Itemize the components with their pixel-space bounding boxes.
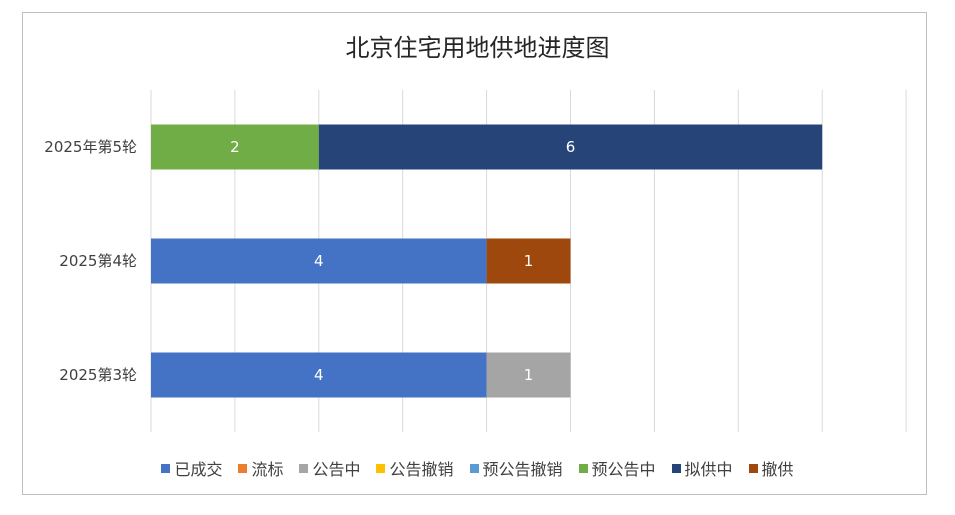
category-label: 2025第4轮 [59,252,137,270]
bar-segment [151,124,319,170]
bar-segment [318,124,823,170]
legend-label: 公告中 [312,460,361,479]
legend-swatch [238,463,248,473]
bar-segment [486,352,571,398]
legend-swatch [671,463,681,473]
legend-item: 公告撤销 [376,456,454,480]
legend-swatch [469,463,479,473]
legend-item: 拟供中 [671,456,733,480]
chart-title: 北京住宅用地供地进度图 [345,34,610,62]
category-label: 2025第3轮 [59,366,137,384]
data-label: 6 [566,138,576,156]
legend-item: 撤供 [748,456,794,480]
legend-label: 拟供中 [684,460,733,479]
legend-item: 预公告中 [578,456,656,480]
legend-label: 撤供 [761,460,794,479]
bar-segment [151,352,487,398]
legend-item: 已成交 [161,456,222,480]
legend-label: 已成交 [174,460,223,479]
chart-legend: 已成交 流标 公告中 公告撤销 预公告撤销 预公告中 拟供中 撤供 [0,456,955,480]
legend-label: 预公告撤销 [482,460,563,479]
legend-swatch [161,463,171,473]
category-label: 2025年第5轮 [44,138,137,156]
bar-segment [151,238,487,284]
data-label: 2 [230,138,240,156]
data-label: 1 [524,366,534,384]
legend-swatch [376,463,386,473]
legend-label: 流标 [251,460,284,479]
legend-swatch [578,463,588,473]
legend-swatch [748,463,758,473]
legend-item: 流标 [238,456,283,480]
legend-item: 预公告撤销 [469,456,563,480]
legend-item: 公告中 [299,456,360,480]
legend-label: 预公告中 [591,460,656,479]
legend-swatch [299,463,309,473]
bar-segment [486,238,571,284]
data-label: 1 [524,252,534,270]
data-label: 4 [314,252,324,270]
legend-label: 公告撤销 [389,460,454,479]
data-label: 4 [314,366,324,384]
